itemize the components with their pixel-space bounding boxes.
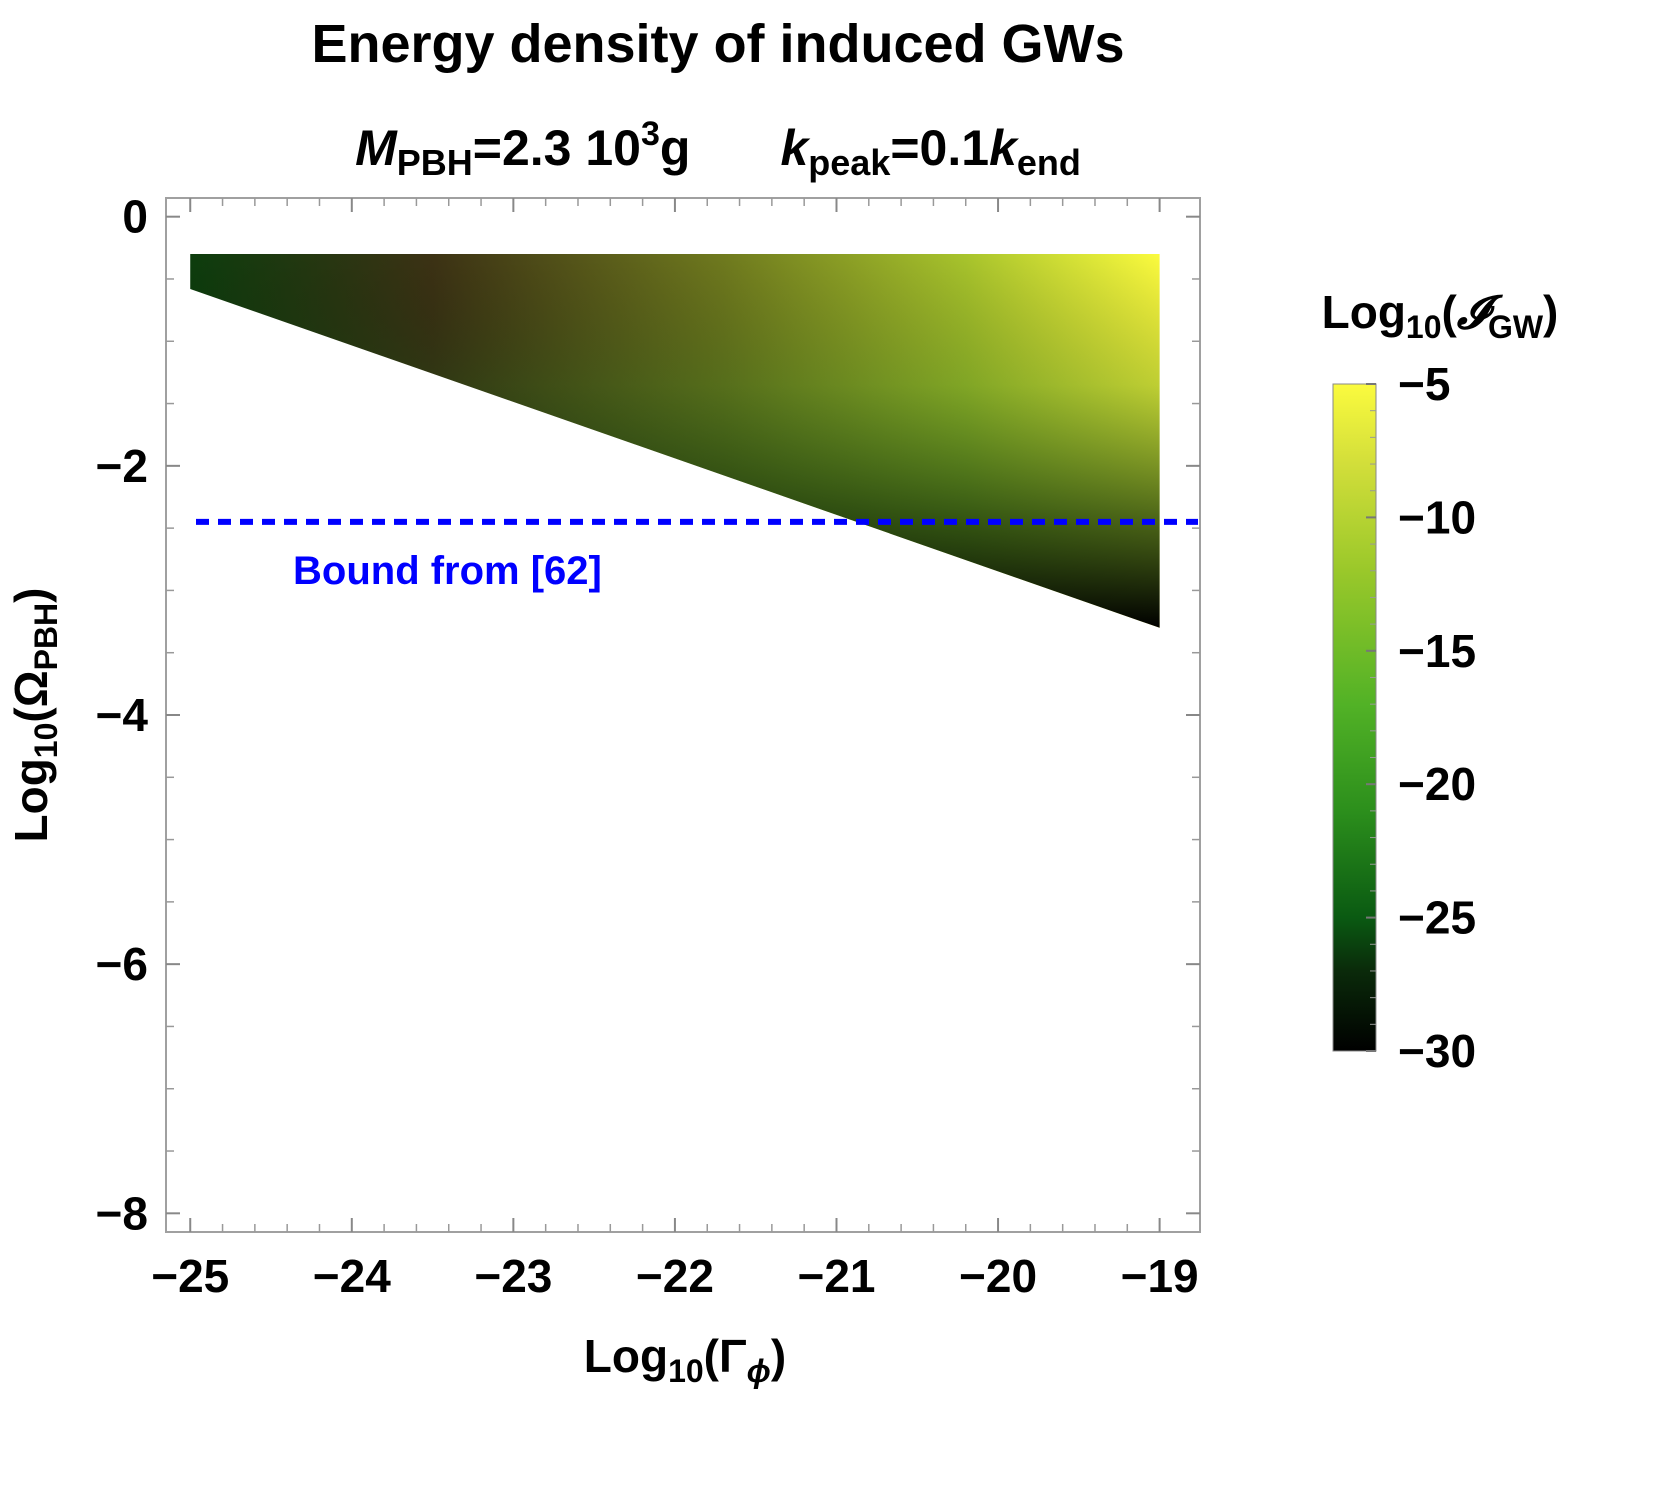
y-axis-ticks: 0 −2 −4 −6 −8 bbox=[96, 191, 1200, 1239]
subtitle-mass-value: =2.3 10 bbox=[473, 120, 641, 176]
colorbar-ticks: −5 −10 −15 −20 −25 −30 bbox=[1366, 358, 1476, 1077]
subtitle-k-value: =0.1 bbox=[890, 120, 989, 176]
subtitle-kend-sub: end bbox=[1017, 142, 1081, 183]
colorbar-gradient-bar bbox=[1332, 383, 1377, 1052]
y-label-sub: 10 bbox=[28, 723, 64, 759]
colorbar-title-prefix: Log bbox=[1322, 286, 1406, 338]
x-tick-label: −20 bbox=[959, 1250, 1037, 1302]
subtitle-mass-exp: 3 bbox=[641, 115, 660, 153]
y-label-close: ) bbox=[5, 588, 57, 603]
subtitle-kend-symbol: k bbox=[989, 120, 1019, 176]
x-axis-label: Log10(Γϕ) bbox=[584, 1330, 786, 1389]
y-tick-label: −6 bbox=[96, 938, 148, 990]
y-tick-label: −2 bbox=[96, 440, 148, 492]
x-label-close: ) bbox=[771, 1330, 786, 1382]
x-label-symbol-sub: ϕ bbox=[747, 1353, 771, 1389]
y-label-symbol: Ω bbox=[5, 670, 57, 707]
y-tick-label: 0 bbox=[122, 191, 148, 243]
colorbar-tick-label: −30 bbox=[1398, 1025, 1476, 1077]
y-tick-label: −4 bbox=[96, 689, 149, 741]
subtitle-k-symbol: k bbox=[780, 120, 810, 176]
x-tick-label: −24 bbox=[313, 1250, 391, 1302]
heatmap-region bbox=[190, 254, 1160, 628]
colorbar-title: Log10(𝓘GW) bbox=[1322, 286, 1559, 345]
y-axis-label: Log10(ΩPBH) bbox=[5, 588, 64, 843]
y-tick-label: −8 bbox=[96, 1187, 148, 1239]
colorbar-title-close: ) bbox=[1543, 286, 1558, 338]
colorbar-tick-label: −25 bbox=[1398, 892, 1476, 944]
colorbar-title-open: ( bbox=[1442, 286, 1458, 338]
x-label-prefix: Log bbox=[584, 1330, 668, 1382]
heatmap-region-shading bbox=[190, 254, 1160, 628]
y-label-symbol-sub: PBH bbox=[28, 603, 64, 671]
colorbar-tick-label: −10 bbox=[1398, 491, 1476, 543]
y-label-prefix: Log bbox=[5, 758, 57, 842]
x-tick-label: −19 bbox=[1121, 1250, 1199, 1302]
chart-subtitle: MPBH=2.3 103g kpeak=0.1kend bbox=[355, 115, 1081, 183]
x-tick-label: −21 bbox=[797, 1250, 875, 1302]
chart-title: Energy density of induced GWs bbox=[311, 14, 1124, 74]
colorbar-tick-label: −15 bbox=[1398, 625, 1476, 677]
subtitle-mass-unit: g bbox=[660, 120, 691, 176]
bound-label: Bound from [62] bbox=[293, 549, 602, 593]
colorbar-title-symbol-sub: GW bbox=[1488, 309, 1544, 345]
colorbar-tick-label: −5 bbox=[1398, 358, 1450, 410]
colorbar: Log10(𝓘GW) −5 −10 −15 −20 −25 −30 bbox=[1322, 286, 1559, 1077]
colorbar-tick-label: −20 bbox=[1398, 758, 1476, 810]
x-label-open: ( bbox=[704, 1330, 720, 1382]
y-label-open: ( bbox=[5, 707, 57, 723]
x-tick-label: −25 bbox=[151, 1250, 229, 1302]
x-label-symbol: Γ bbox=[719, 1330, 747, 1382]
x-tick-label: −23 bbox=[474, 1250, 552, 1302]
subtitle-mass-symbol: M bbox=[355, 120, 398, 176]
x-tick-label: −22 bbox=[636, 1250, 714, 1302]
subtitle-k-sub: peak bbox=[808, 142, 891, 183]
x-axis-ticks: −25 −24 −23 −22 −21 −20 −19 bbox=[151, 198, 1199, 1302]
x-label-sub: 10 bbox=[668, 1353, 704, 1389]
subtitle-mass-sub: PBH bbox=[397, 142, 473, 183]
colorbar-title-sub: 10 bbox=[1406, 309, 1442, 345]
